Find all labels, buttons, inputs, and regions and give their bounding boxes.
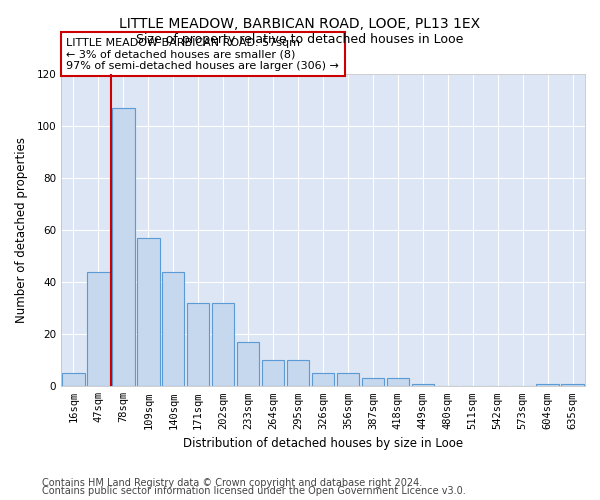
Text: Size of property relative to detached houses in Looe: Size of property relative to detached ho… [136, 32, 464, 46]
Bar [62, 374, 85, 386]
Bar [112, 108, 134, 386]
Bar [137, 238, 160, 386]
Text: LITTLE MEADOW BARBICAN ROAD: 57sqm
← 3% of detached houses are smaller (8)
97% o: LITTLE MEADOW BARBICAN ROAD: 57sqm ← 3% … [66, 38, 339, 71]
Bar [287, 360, 309, 386]
Bar [561, 384, 584, 386]
Bar [412, 384, 434, 386]
Bar [237, 342, 259, 386]
Text: LITTLE MEADOW, BARBICAN ROAD, LOOE, PL13 1EX: LITTLE MEADOW, BARBICAN ROAD, LOOE, PL13… [119, 18, 481, 32]
Bar [187, 303, 209, 386]
Bar [386, 378, 409, 386]
Text: Contains HM Land Registry data © Crown copyright and database right 2024.: Contains HM Land Registry data © Crown c… [42, 478, 422, 488]
Bar [212, 303, 235, 386]
Bar [362, 378, 384, 386]
Bar [262, 360, 284, 386]
Bar [536, 384, 559, 386]
Bar [87, 272, 110, 386]
X-axis label: Distribution of detached houses by size in Looe: Distribution of detached houses by size … [183, 437, 463, 450]
Text: Contains public sector information licensed under the Open Government Licence v3: Contains public sector information licen… [42, 486, 466, 496]
Bar [337, 374, 359, 386]
Bar [162, 272, 184, 386]
Bar [312, 374, 334, 386]
Y-axis label: Number of detached properties: Number of detached properties [15, 137, 28, 323]
